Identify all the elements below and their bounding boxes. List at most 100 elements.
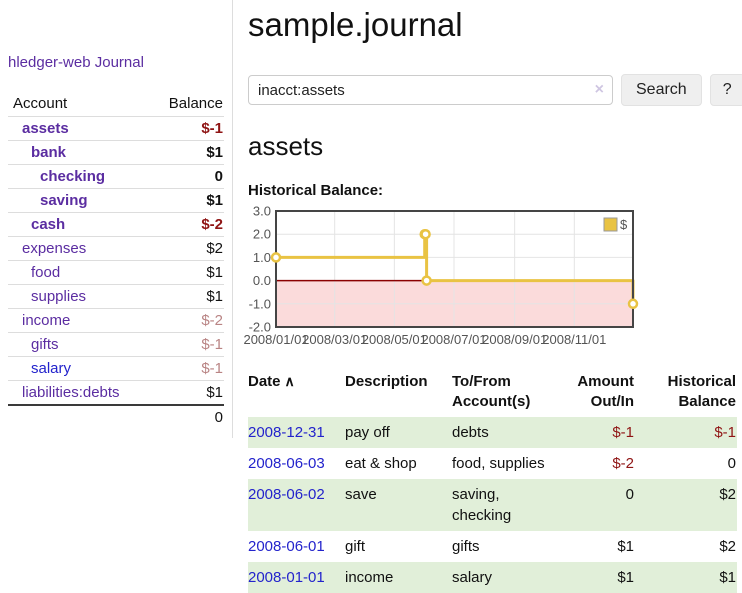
y-tick-label: 2.0 bbox=[253, 227, 271, 242]
register-accounts: debts bbox=[452, 416, 572, 448]
y-tick-label: -2.0 bbox=[249, 320, 271, 335]
transaction-date-link[interactable]: 2008-06-03 bbox=[248, 454, 325, 472]
clear-search-icon[interactable]: × bbox=[594, 81, 604, 98]
register-amount: $-1 bbox=[572, 416, 650, 448]
register-balance: $2 bbox=[719, 537, 736, 555]
account-link-checking[interactable]: checking bbox=[40, 168, 106, 185]
register-balance: 0 bbox=[727, 454, 736, 472]
register-amount: $1 bbox=[617, 537, 634, 555]
y-tick-label: 3.0 bbox=[253, 204, 271, 219]
sort-ascending-icon: ∧ bbox=[284, 373, 295, 389]
accounts-header-row: Account Balance bbox=[8, 91, 224, 117]
data-point[interactable] bbox=[421, 275, 432, 286]
register-accounts: gifts bbox=[452, 537, 480, 555]
register-balance: $-1 bbox=[650, 416, 737, 448]
account-link-bank[interactable]: bank bbox=[31, 144, 67, 161]
register-description: pay off bbox=[345, 416, 452, 448]
y-tick-label: -1.0 bbox=[249, 296, 271, 311]
account-row: bank $1 bbox=[8, 140, 224, 165]
account-heading: assets bbox=[248, 131, 324, 161]
accounts-total-row: 0 bbox=[8, 404, 224, 429]
account-row: liabilities:debts $1 bbox=[8, 380, 224, 405]
account-link-gifts[interactable]: gifts bbox=[31, 336, 59, 353]
x-tick-label: 2008/03/01 bbox=[302, 332, 367, 347]
account-row: supplies $1 bbox=[8, 284, 224, 309]
accounts-header-account: Account bbox=[13, 95, 68, 112]
historical-balance-chart: $3.0 2.0 1.0 0.0 -1.0 -2.0 2008/01/01 2008/03/0… bbox=[243, 204, 648, 353]
register-row: 2008-12-31 pay off debts $-1 $-1 bbox=[248, 416, 737, 448]
account-link-cash[interactable]: cash bbox=[31, 216, 66, 233]
register-balance: $2 bbox=[650, 478, 737, 531]
account-row: checking 0 bbox=[8, 164, 224, 189]
data-point[interactable] bbox=[627, 298, 639, 310]
sidebar-item-journal[interactable]: Journal bbox=[94, 54, 144, 71]
search-button[interactable]: Search bbox=[621, 74, 702, 106]
register-row: 2008-06-01 gift gifts $1 $2 bbox=[248, 531, 737, 562]
transaction-date-link[interactable]: 2008-06-02 bbox=[248, 485, 325, 503]
x-tick-label: 2008/11/01 bbox=[542, 332, 606, 347]
legend-label: $ bbox=[620, 217, 628, 232]
register-header-accounts: To/From Account(s) bbox=[452, 373, 531, 411]
account-balance: $1 bbox=[149, 260, 224, 285]
search-input-wrap: × bbox=[248, 75, 613, 105]
register-date-cell: 2008-01-01 bbox=[248, 561, 345, 593]
account-row: food $1 bbox=[8, 260, 224, 285]
main-content: sample.journal × Search ? assets Histori… bbox=[233, 0, 742, 593]
accounts-header-balance: Balance bbox=[168, 95, 223, 112]
register-amount: 0 bbox=[572, 478, 650, 531]
accounts-total-spacer bbox=[8, 404, 150, 429]
account-link-liabilities-debts[interactable]: liabilities:debts bbox=[22, 384, 120, 401]
account-row: assets $-1 bbox=[8, 116, 224, 141]
register-description: income bbox=[345, 561, 452, 593]
register-header-balance: Historical Balance bbox=[667, 373, 736, 411]
data-point[interactable] bbox=[420, 228, 431, 240]
transaction-date-link[interactable]: 2008-06-01 bbox=[248, 537, 325, 555]
register-table: Date ∧ Description To/From Account(s) Amo… bbox=[248, 370, 737, 593]
account-balance: $2 bbox=[149, 236, 224, 261]
account-balance: $1 bbox=[149, 188, 224, 213]
account-row: income $-2 bbox=[8, 308, 224, 333]
y-tick-label: 1.0 bbox=[253, 250, 271, 265]
transaction-date-link[interactable]: 2008-12-31 bbox=[248, 423, 325, 441]
account-link-salary[interactable]: salary bbox=[31, 360, 72, 377]
legend-swatch bbox=[603, 217, 618, 232]
transaction-date-link[interactable]: 2008-01-01 bbox=[248, 568, 325, 586]
register-row: 2008-01-01 income salary $1 $1 bbox=[248, 561, 737, 593]
register-accounts: salary bbox=[452, 561, 572, 593]
account-balance: $-1 bbox=[149, 332, 224, 357]
account-link-supplies[interactable]: supplies bbox=[31, 288, 87, 305]
register-tbody: 2008-12-31 pay off debts $-1 $-1 2008-06-03 ea… bbox=[248, 416, 737, 593]
account-link-saving[interactable]: saving bbox=[40, 192, 88, 209]
balance-chart-svg[interactable]: $3.0 2.0 1.0 0.0 -1.0 -2.02008/01/012008/03/0… bbox=[243, 204, 648, 353]
account-link-food[interactable]: food bbox=[31, 264, 61, 281]
register-description: gift bbox=[345, 537, 366, 555]
app-title-link[interactable]: hledger-web bbox=[8, 54, 91, 71]
x-tick-label: 2008/07/01 bbox=[421, 332, 486, 347]
accounts-tbody: assets $-1 bank $1 checking 0 saving $1 cash $-2 e… bbox=[8, 116, 224, 405]
search-input[interactable] bbox=[248, 75, 613, 105]
account-link-income[interactable]: income bbox=[22, 312, 71, 329]
account-balance: $1 bbox=[149, 140, 224, 165]
account-link-assets[interactable]: assets bbox=[22, 120, 69, 137]
account-balance: $-2 bbox=[149, 308, 224, 333]
search-form: × Search ? bbox=[248, 74, 742, 106]
register-row: 2008-06-02 save saving, checking 0 $2 bbox=[248, 478, 737, 531]
register-date-cell: 2008-12-31 bbox=[248, 416, 345, 448]
search-help-button[interactable]: ? bbox=[709, 74, 742, 106]
account-link-expenses[interactable]: expenses bbox=[22, 240, 87, 257]
x-tick-label: 2008/05/01 bbox=[362, 332, 427, 347]
register-balance: $1 bbox=[650, 561, 737, 593]
data-point[interactable] bbox=[270, 252, 282, 263]
register-accounts: food, supplies bbox=[452, 454, 545, 472]
register-date-cell: 2008-06-01 bbox=[248, 531, 345, 562]
register-date-cell: 2008-06-03 bbox=[248, 448, 345, 479]
account-row: salary $-1 bbox=[8, 356, 224, 381]
register-header-row: Date ∧ Description To/From Account(s) Amo… bbox=[248, 370, 737, 417]
register-row: 2008-06-03 eat & shop food, supplies $-2 0 bbox=[248, 448, 737, 479]
account-balance: $1 bbox=[149, 380, 224, 405]
register-header-date[interactable]: Date ∧ bbox=[248, 373, 295, 390]
account-balance: $-1 bbox=[149, 356, 224, 381]
sidebar: hledger-web Journal Account Balance asse… bbox=[0, 0, 233, 438]
account-row: gifts $-1 bbox=[8, 332, 224, 357]
y-tick-label: 0.0 bbox=[253, 273, 271, 288]
